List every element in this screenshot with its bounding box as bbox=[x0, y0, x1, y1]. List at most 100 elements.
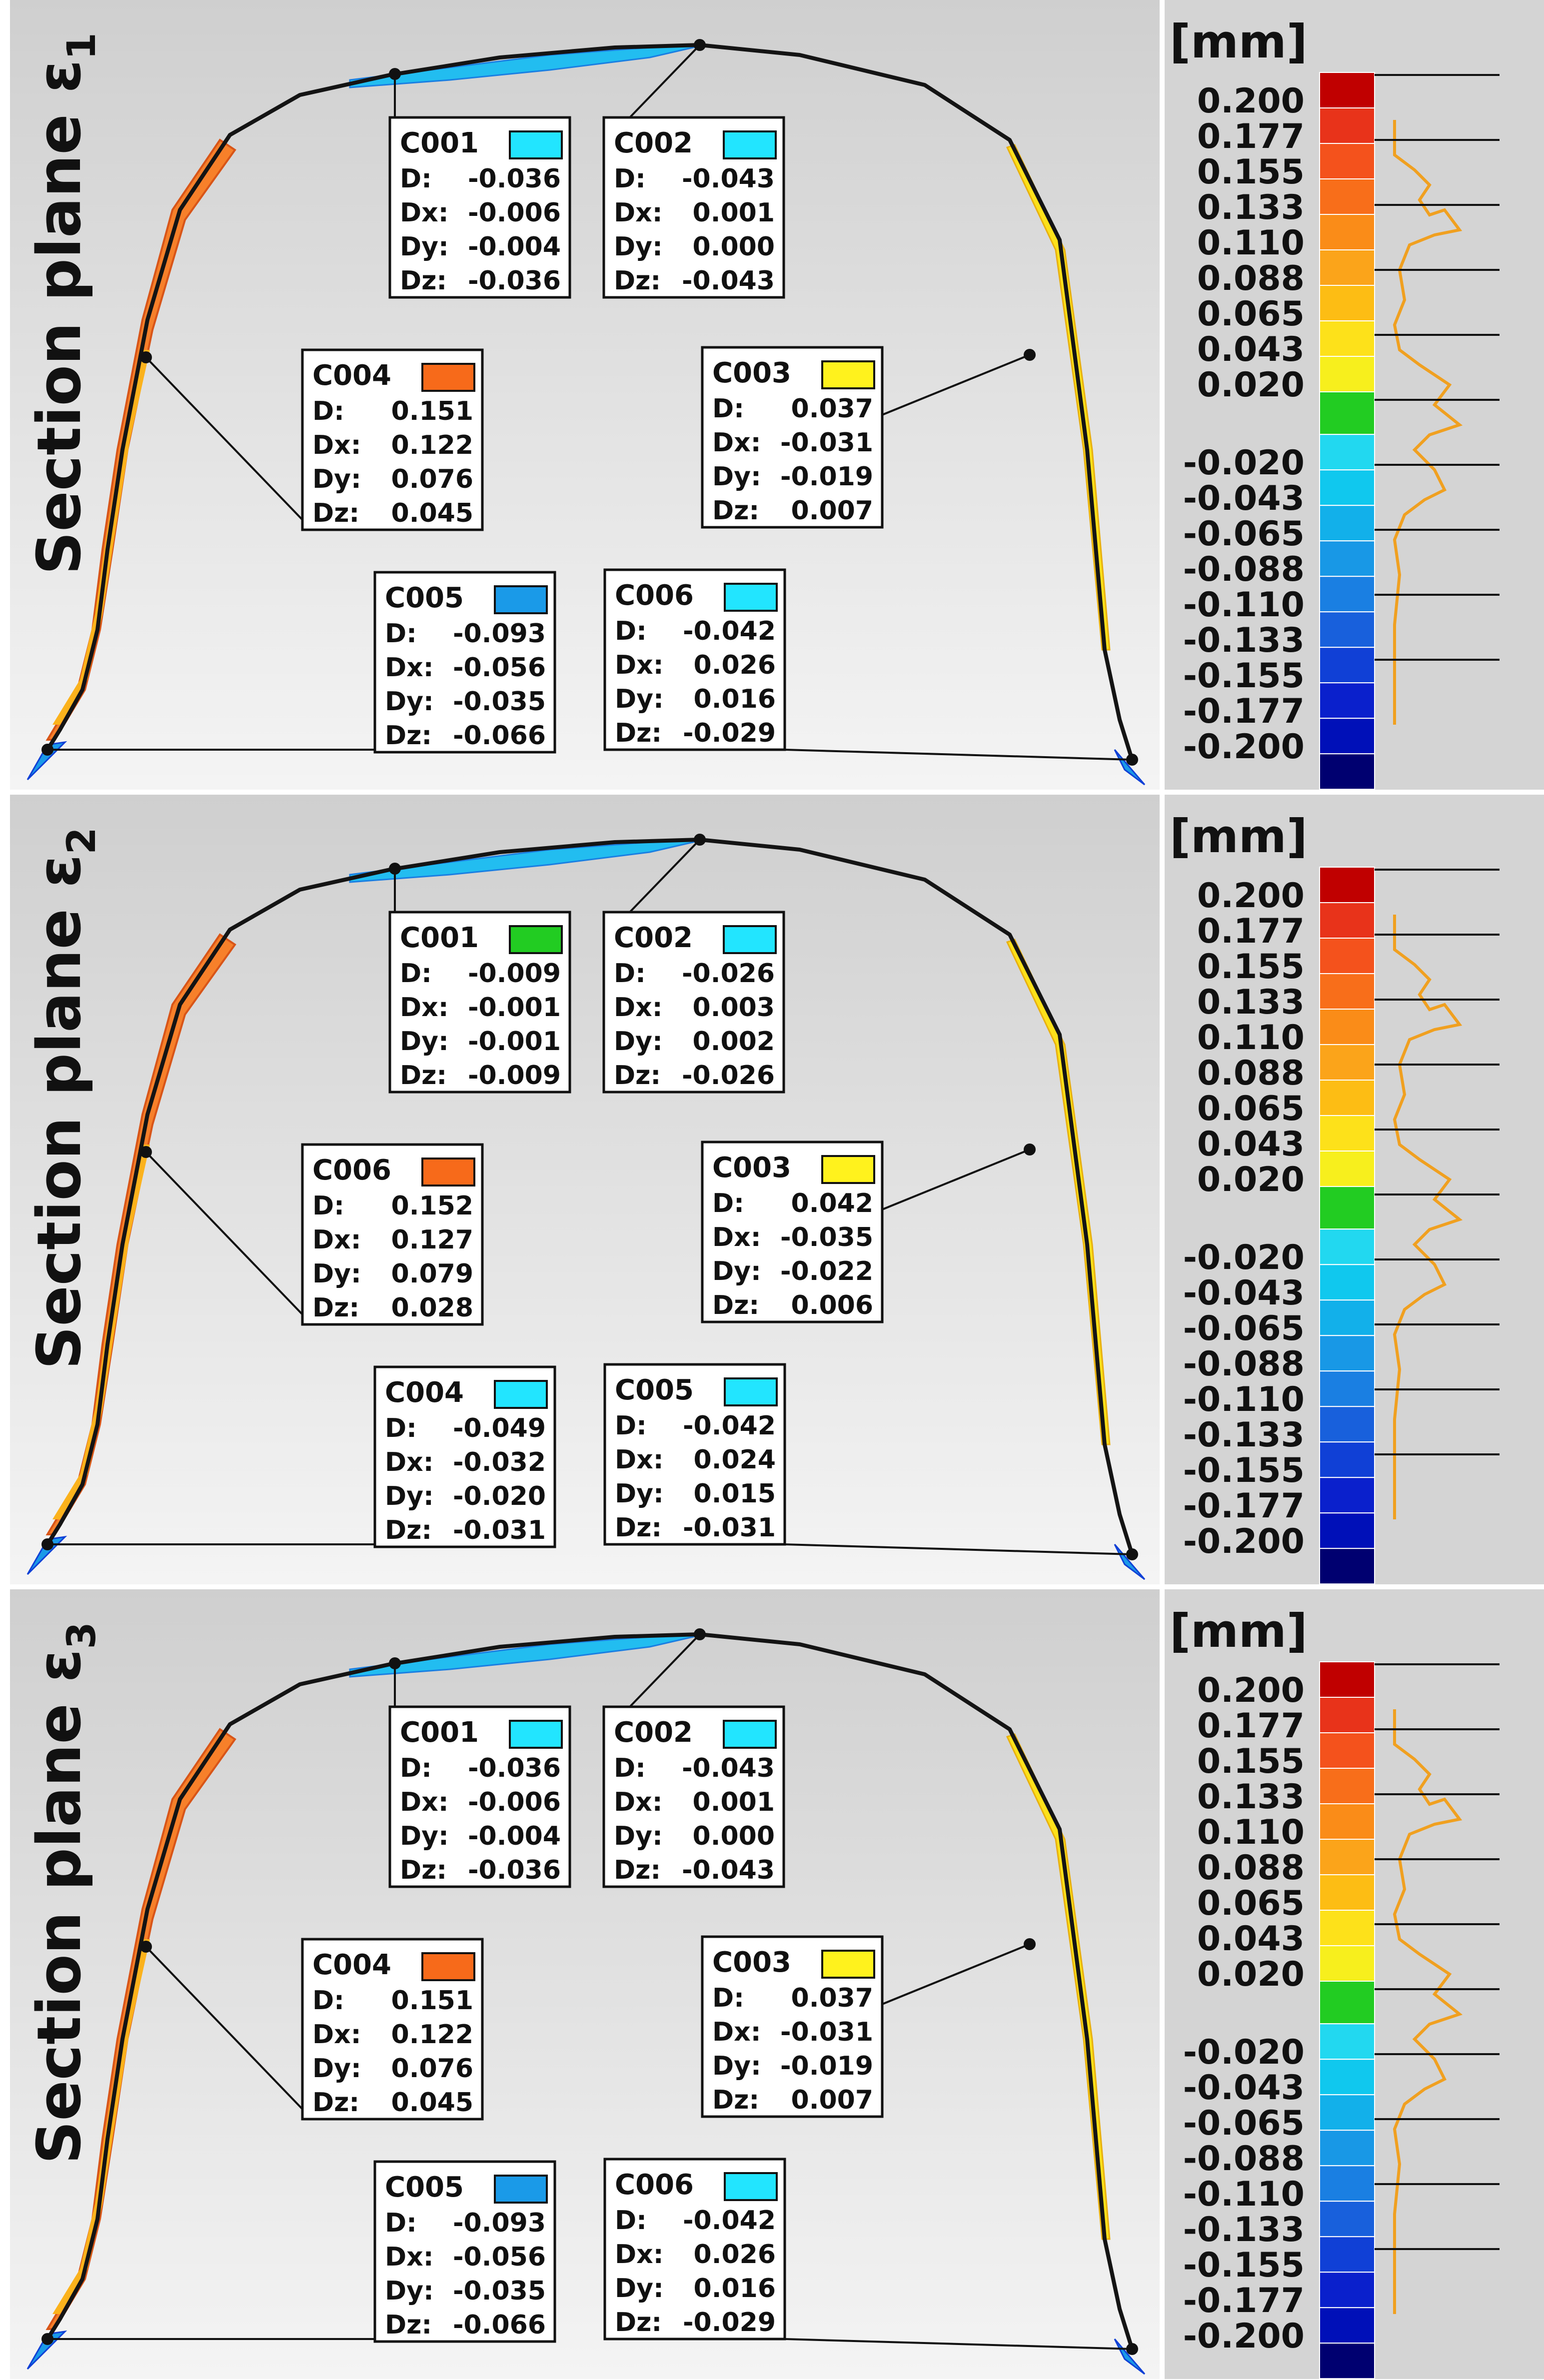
callout-color-swatch bbox=[821, 1155, 875, 1184]
callout-key-dx: Dx: bbox=[385, 653, 434, 683]
callout-key-dz: Dz: bbox=[712, 1290, 759, 1320]
callout-key-dx: Dx: bbox=[614, 198, 663, 228]
callout-key-dy: Dy: bbox=[615, 2274, 664, 2304]
scale-tick-label: 0.200 bbox=[1197, 1671, 1305, 1710]
left-foot-band bbox=[26, 741, 67, 781]
scale-band bbox=[1319, 611, 1375, 648]
callout-anchor-point bbox=[140, 351, 152, 363]
scale-band bbox=[1319, 1697, 1375, 1733]
callout-key-d: D: bbox=[312, 1986, 344, 2016]
callout-key-dz: Dz: bbox=[385, 2310, 432, 2340]
callout-key-dz: Dz: bbox=[614, 1061, 661, 1091]
callout-value-dz: 0.007 bbox=[791, 496, 873, 526]
scale-band bbox=[1319, 1661, 1375, 1698]
callout-anchor-point bbox=[140, 1941, 152, 1953]
callout-value-dx: 0.122 bbox=[391, 2020, 473, 2050]
callout-value-dz: 0.007 bbox=[791, 2085, 873, 2115]
scale-tick-label: -0.177 bbox=[1183, 2281, 1305, 2321]
scale-band bbox=[1319, 1115, 1375, 1152]
callout-c006: C006 D: -0.042 Dx: 0.026 Dy: 0.016 Dz: -0.029 bbox=[603, 2158, 786, 2341]
callout-color-swatch bbox=[494, 585, 548, 614]
callout-id: C001 bbox=[400, 127, 479, 159]
callout-key-dy: Dy: bbox=[385, 687, 434, 717]
callout-leader-line bbox=[145, 356, 303, 521]
callout-value-dz: 0.006 bbox=[791, 1290, 873, 1320]
plot-background bbox=[10, 0, 1160, 790]
callout-key-dx: Dx: bbox=[400, 1787, 449, 1817]
color-scale-legend: [mm]0.2000.1770.1550.1330.1100.0880.0650… bbox=[1165, 0, 1544, 790]
scale-tick-label: -0.088 bbox=[1183, 1344, 1305, 1384]
callout-value-dx: -0.006 bbox=[468, 198, 561, 228]
callout-c004: C004 D: 0.151 Dx: 0.122 Dy: 0.076 Dz: 0.045 bbox=[301, 1938, 484, 2121]
callout-anchor-point bbox=[389, 68, 401, 80]
scale-tick-label: -0.065 bbox=[1183, 2104, 1305, 2143]
callout-key-dy: Dy: bbox=[400, 1027, 449, 1057]
callout-color-swatch bbox=[509, 1720, 563, 1749]
callout-color-swatch bbox=[421, 1952, 475, 1981]
callout-id: C003 bbox=[712, 1152, 791, 1184]
callout-c005: C005 D: -0.042 Dx: 0.024 Dy: 0.015 Dz: -0.031 bbox=[603, 1363, 786, 1546]
callout-value-dz: -0.031 bbox=[453, 1515, 546, 1545]
callout-value-dx: 0.001 bbox=[693, 198, 775, 228]
color-scale-legend: [mm]0.2000.1770.1550.1330.1100.0880.0650… bbox=[1165, 795, 1544, 1584]
scale-band bbox=[1319, 973, 1375, 1010]
scale-band bbox=[1319, 2201, 1375, 2238]
unit-label: [mm] bbox=[1170, 1604, 1308, 1658]
callout-key-dy: Dy: bbox=[614, 1821, 663, 1851]
scale-tick-label: 0.177 bbox=[1197, 1706, 1305, 1746]
callout-key-dz: Dz: bbox=[614, 266, 661, 296]
callout-id: C001 bbox=[400, 1716, 479, 1749]
callout-c002: C002 D: -0.043 Dx: 0.001 Dy: 0.000 Dz: -0.043 bbox=[602, 1705, 785, 1888]
callout-value-dz: 0.028 bbox=[391, 1293, 473, 1323]
callout-leader-line bbox=[882, 1149, 1030, 1210]
scale-band bbox=[1319, 2023, 1375, 2060]
callout-key-dz: Dz: bbox=[400, 1061, 447, 1091]
callout-c001: C001 D: -0.036 Dx: -0.006 Dy: -0.004 Dz: -0.036 bbox=[388, 116, 571, 299]
callout-value-dx: 0.127 bbox=[391, 1225, 473, 1255]
scale-band bbox=[1319, 1335, 1375, 1372]
callout-value-dy: -0.019 bbox=[780, 462, 873, 492]
callout-anchor-point bbox=[1024, 349, 1036, 361]
scale-tick-label: -0.020 bbox=[1183, 1238, 1305, 1277]
scale-tick-label: -0.200 bbox=[1183, 727, 1305, 767]
plot-background bbox=[10, 795, 1160, 1584]
callout-key-d: D: bbox=[385, 619, 417, 649]
scale-band bbox=[1319, 682, 1375, 719]
scale-tick-label: 0.155 bbox=[1197, 947, 1305, 987]
section-title-subscript: 3 bbox=[59, 1622, 104, 1649]
callout-value-dy: -0.035 bbox=[453, 687, 546, 717]
scale-band bbox=[1319, 1512, 1375, 1549]
scale-tick-label: 0.177 bbox=[1197, 117, 1305, 156]
scale-tick-label: -0.110 bbox=[1183, 2175, 1305, 2214]
callout-value-dx: -0.006 bbox=[468, 1787, 561, 1817]
unit-label: [mm] bbox=[1170, 15, 1308, 68]
crown-deviation-band bbox=[349, 45, 700, 88]
callout-key-dz: Dz: bbox=[614, 1855, 661, 1885]
scale-tick-label: -0.155 bbox=[1183, 1451, 1305, 1490]
callout-value-dz: -0.029 bbox=[683, 718, 776, 748]
callout-key-d: D: bbox=[614, 1753, 646, 1783]
callout-value-dz: -0.029 bbox=[683, 2308, 776, 2338]
callout-key-dx: Dx: bbox=[712, 1222, 761, 1252]
callout-key-dy: Dy: bbox=[312, 2054, 361, 2084]
callout-value-dy: 0.079 bbox=[391, 1259, 473, 1289]
callout-c003: C003 D: 0.042 Dx: -0.035 Dy: -0.022 Dz: 0.006 bbox=[701, 1141, 884, 1323]
scale-band bbox=[1319, 72, 1375, 108]
crown-deviation-band bbox=[349, 1634, 700, 1678]
scale-band bbox=[1319, 434, 1375, 471]
callout-value-d: -0.043 bbox=[682, 164, 775, 194]
callout-c004: C004 D: -0.049 Dx: -0.032 Dy: -0.020 Dz: -0.031 bbox=[373, 1365, 556, 1548]
scale-band bbox=[1319, 1264, 1375, 1301]
callout-value-dx: 0.003 bbox=[693, 993, 775, 1023]
callout-key-dy: Dy: bbox=[400, 232, 449, 262]
scale-band bbox=[1319, 1874, 1375, 1911]
callout-key-dx: Dx: bbox=[400, 993, 449, 1023]
callout-color-swatch bbox=[509, 130, 563, 159]
callout-key-dz: Dz: bbox=[615, 1513, 662, 1543]
callout-key-dx: Dx: bbox=[712, 2017, 761, 2047]
callout-value-dy: -0.022 bbox=[780, 1256, 873, 1286]
scale-band bbox=[1319, 505, 1375, 542]
callout-value-dy: 0.016 bbox=[694, 2274, 776, 2304]
section-title-text: Section plane ε1 bbox=[25, 32, 104, 575]
callout-id: C005 bbox=[615, 1374, 694, 1406]
